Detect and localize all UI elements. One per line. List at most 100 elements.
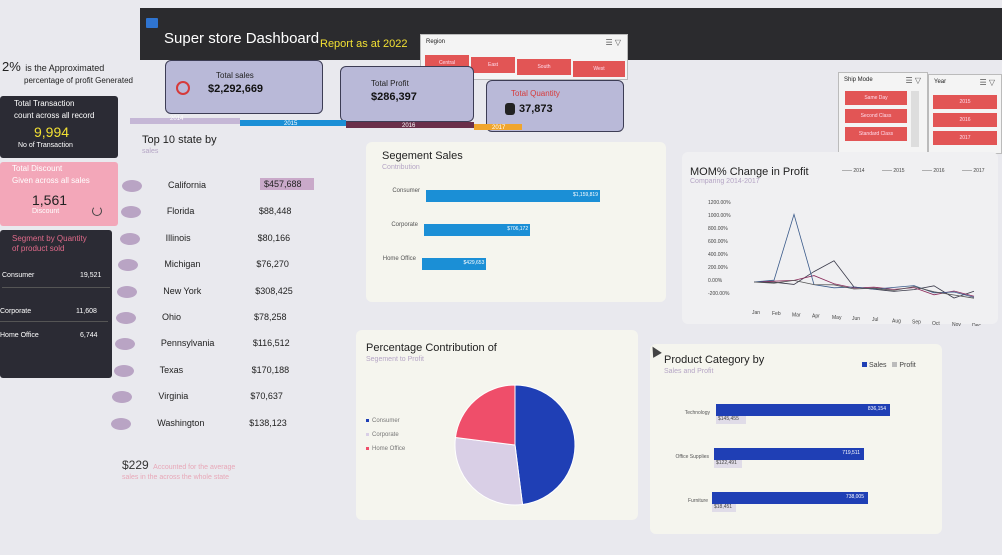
category-sales-bar[interactable]: 738,005	[712, 492, 868, 504]
segment-bar-label: Corporate	[391, 222, 418, 228]
x-tick-label: May	[832, 315, 842, 321]
segment-sales-sub: Contribution	[382, 164, 420, 171]
shipmode-chip-standard-class[interactable]: Standard Class	[845, 127, 907, 141]
total-sales-card: Total sales $2,292,669	[165, 60, 323, 114]
top-states-title: Top 10 state by	[142, 134, 217, 146]
category-sales-value: 719,511	[842, 450, 860, 456]
y-tick-label: 0.00%	[708, 278, 723, 284]
state-sales: $138,123	[249, 417, 287, 428]
category-sales-bar[interactable]: 836,154	[716, 404, 890, 416]
total-sales-value: $2,292,669	[208, 83, 264, 95]
state-sales: $116,512	[252, 338, 290, 349]
scrollbar[interactable]	[911, 91, 919, 147]
x-tick-label: Feb	[772, 311, 781, 317]
category-profit-bar[interactable]: $18,451	[712, 504, 736, 512]
year-chip-2015[interactable]: 2015	[933, 95, 997, 109]
year-strip-2017: 2017	[474, 124, 522, 131]
x-tick-label: Jun	[852, 316, 860, 322]
state-marker	[113, 364, 134, 377]
discount-line1: Total Discount	[12, 164, 63, 173]
state-name: Washington	[157, 417, 205, 428]
state-name: Texas	[159, 364, 184, 375]
year-chip-2017[interactable]: 2017	[933, 131, 997, 145]
pie-slice[interactable]	[454, 384, 516, 446]
category-sales-bar[interactable]: 719,511	[714, 448, 864, 460]
state-name: Virginia	[158, 391, 189, 402]
state-name: Ohio	[162, 312, 182, 322]
category-label: Furniture	[687, 498, 708, 504]
segment-bar-value: $706,172	[507, 226, 529, 232]
segment-quantity-line1: Segment by Quantity	[12, 234, 87, 243]
state-marker	[111, 417, 132, 430]
year-strip-2014: 2014	[130, 116, 240, 124]
state-name: Illinois	[165, 232, 191, 243]
mom-legend-item: —— 2015	[882, 168, 905, 174]
state-name: California	[168, 180, 207, 190]
state-row[interactable]: Texas $170,188	[113, 363, 354, 381]
profit-note-text1: is the Approximated	[25, 63, 105, 73]
category-profit-bar[interactable]: $145,455	[716, 416, 746, 424]
transactions-panel: Total Transaction count across all recor…	[0, 96, 118, 158]
state-row[interactable]: Pennsylvania $116,512	[114, 336, 355, 354]
category-label: Technology	[684, 410, 710, 416]
series-line	[753, 212, 975, 298]
year-strip-2015: 2015	[240, 120, 346, 127]
state-sales: $88,448	[258, 206, 292, 217]
pie-slice[interactable]	[514, 384, 576, 506]
total-quantity-value: 37,873	[519, 103, 553, 115]
transactions-line2: count across all record	[14, 111, 95, 120]
pie-card: Percentage Contribution of Segement to P…	[356, 330, 638, 520]
y-tick-label: 200.00%	[708, 265, 728, 271]
x-tick-label: Dec	[972, 323, 981, 326]
filter-icon[interactable]: ☰ ▽	[905, 76, 921, 85]
total-quantity-card: Total Quantity 37,873	[486, 80, 624, 132]
segment-sales-card: Segement Sales Contribution Consumer $1,1…	[366, 142, 666, 302]
state-sales: $76,270	[256, 259, 289, 270]
state-row[interactable]: Michigan $76,270	[118, 257, 358, 275]
filter-icon[interactable]: ☰ ▽	[979, 78, 995, 87]
state-marker	[122, 180, 142, 192]
state-row[interactable]: Florida $88,448	[120, 204, 361, 222]
state-row[interactable]: Illinois $80,166	[119, 231, 360, 249]
transactions-value: 9,994	[34, 124, 70, 140]
category-label: Office Supplies	[675, 454, 709, 460]
x-tick-label: Oct	[932, 321, 940, 326]
segment-bar[interactable]: $1,159,819	[426, 190, 600, 202]
category-legend: Sales Profit	[862, 362, 916, 369]
shipmode-chip-second-class[interactable]: Second Class	[845, 109, 907, 123]
shipmode-chip-same-day[interactable]: Same Day	[845, 91, 907, 105]
category-profit-bar[interactable]: $122,491	[714, 460, 742, 468]
state-sales: $170,188	[251, 364, 290, 375]
segment-bar[interactable]: $429,653	[422, 258, 487, 270]
page-title: Super store Dashboard	[164, 30, 320, 47]
segment-row-home-office: Home Office 6,744	[0, 332, 98, 339]
discount-panel: Total Discount Given across all sales 1,…	[0, 162, 118, 226]
state-sales: $80,166	[257, 232, 291, 243]
state-row[interactable]: Ohio $78,258	[116, 310, 356, 328]
legend-profit-swatch	[892, 362, 898, 367]
avg-sales-text2: sales in the across the whole state	[122, 474, 230, 481]
total-quantity-label: Total Quantity	[511, 89, 560, 98]
avg-sales-text1: Accounted for the average	[153, 464, 236, 471]
y-tick-label: -200.00%	[708, 291, 730, 297]
segment-sales-title: Segement Sales	[382, 150, 463, 162]
top-states-card: Top 10 state by sales California $457,688…	[111, 130, 355, 430]
pie-legend: Consumer Corporate Home Office	[366, 418, 446, 458]
state-row[interactable]: Virginia $70,637	[112, 389, 352, 407]
region-chip-south[interactable]: South	[517, 59, 571, 75]
region-chip-east[interactable]: East	[471, 57, 515, 73]
state-row[interactable]: California $457,688	[122, 178, 362, 196]
pie-legend-item: Corporate	[366, 432, 399, 438]
state-row[interactable]: Washington $138,123	[111, 416, 351, 434]
filter-icon[interactable]: ☰ ▽	[605, 38, 621, 47]
region-chip-west[interactable]: West	[573, 61, 625, 77]
year-slicer: Year ☰ ▽ 2015 2016 2017	[928, 74, 1002, 154]
segment-bar[interactable]: $706,172	[424, 224, 531, 236]
pie-slice[interactable]	[454, 436, 524, 506]
state-row[interactable]: New York $308,425	[117, 284, 357, 302]
state-marker	[112, 391, 133, 404]
year-chip-2016[interactable]: 2016	[933, 113, 997, 127]
y-tick-label: 400.00%	[708, 252, 728, 258]
shipmode-slicer: Ship Mode ☰ ▽ Same Day Second Class Stan…	[838, 72, 928, 154]
